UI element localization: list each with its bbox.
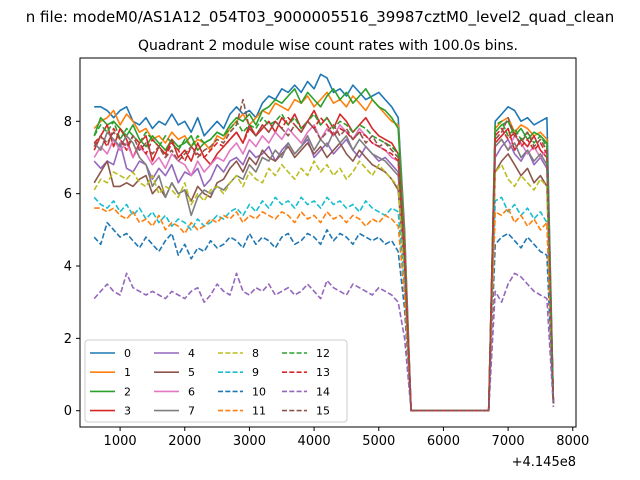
x-tick-label: 6000: [427, 434, 460, 449]
legend-label-14: 14: [316, 385, 330, 398]
plot-frame: [79, 57, 577, 428]
legend-label-10: 10: [252, 385, 266, 398]
series-line-14: [93, 272, 555, 412]
legend-label-2: 2: [124, 385, 131, 398]
legend-label-1: 1: [124, 366, 131, 379]
x-tick-label: 2000: [168, 434, 201, 449]
legend-label-12: 12: [316, 347, 330, 360]
series-lines: [93, 73, 555, 412]
y-tick-label: 0: [64, 404, 72, 419]
x-axis-offset-label: +4.145e8: [512, 455, 576, 470]
y-tick-label: 6: [64, 187, 72, 202]
legend-label-13: 13: [316, 366, 330, 379]
legend-label-4: 4: [188, 347, 195, 360]
legend-label-11: 11: [252, 405, 266, 418]
x-tick-label: 5000: [362, 434, 395, 449]
figure-suptitle: n file: modeM0/AS1A12_054T03_9000005516_…: [26, 8, 615, 27]
x-tick-label: 4000: [298, 434, 331, 449]
series-line-15: [93, 98, 555, 412]
legend-label-9: 9: [252, 366, 259, 379]
x-tick-label: 8000: [556, 434, 589, 449]
y-tick-label: 2: [64, 332, 72, 347]
x-tick-label: 1000: [104, 434, 137, 449]
y-tick-label: 8: [64, 115, 72, 130]
legend-label-3: 3: [124, 405, 131, 418]
x-tick-label: 3000: [233, 434, 266, 449]
legend-label-0: 0: [124, 347, 131, 360]
legend-label-6: 6: [188, 385, 195, 398]
legend-label-7: 7: [188, 405, 195, 418]
x-axis: 1000 2000 3000 4000 5000 6000 7000 8000: [104, 427, 589, 449]
legend-label-5: 5: [188, 366, 195, 379]
legend-box: [84, 339, 348, 423]
y-axis: 0 2 4 6 8: [64, 115, 80, 419]
y-tick-label: 4: [64, 260, 72, 275]
legend-label-8: 8: [252, 347, 259, 360]
legend-label-15: 15: [316, 405, 330, 418]
chart-title: Quadrant 2 module wise count rates with …: [138, 38, 518, 54]
x-tick-label: 7000: [492, 434, 525, 449]
